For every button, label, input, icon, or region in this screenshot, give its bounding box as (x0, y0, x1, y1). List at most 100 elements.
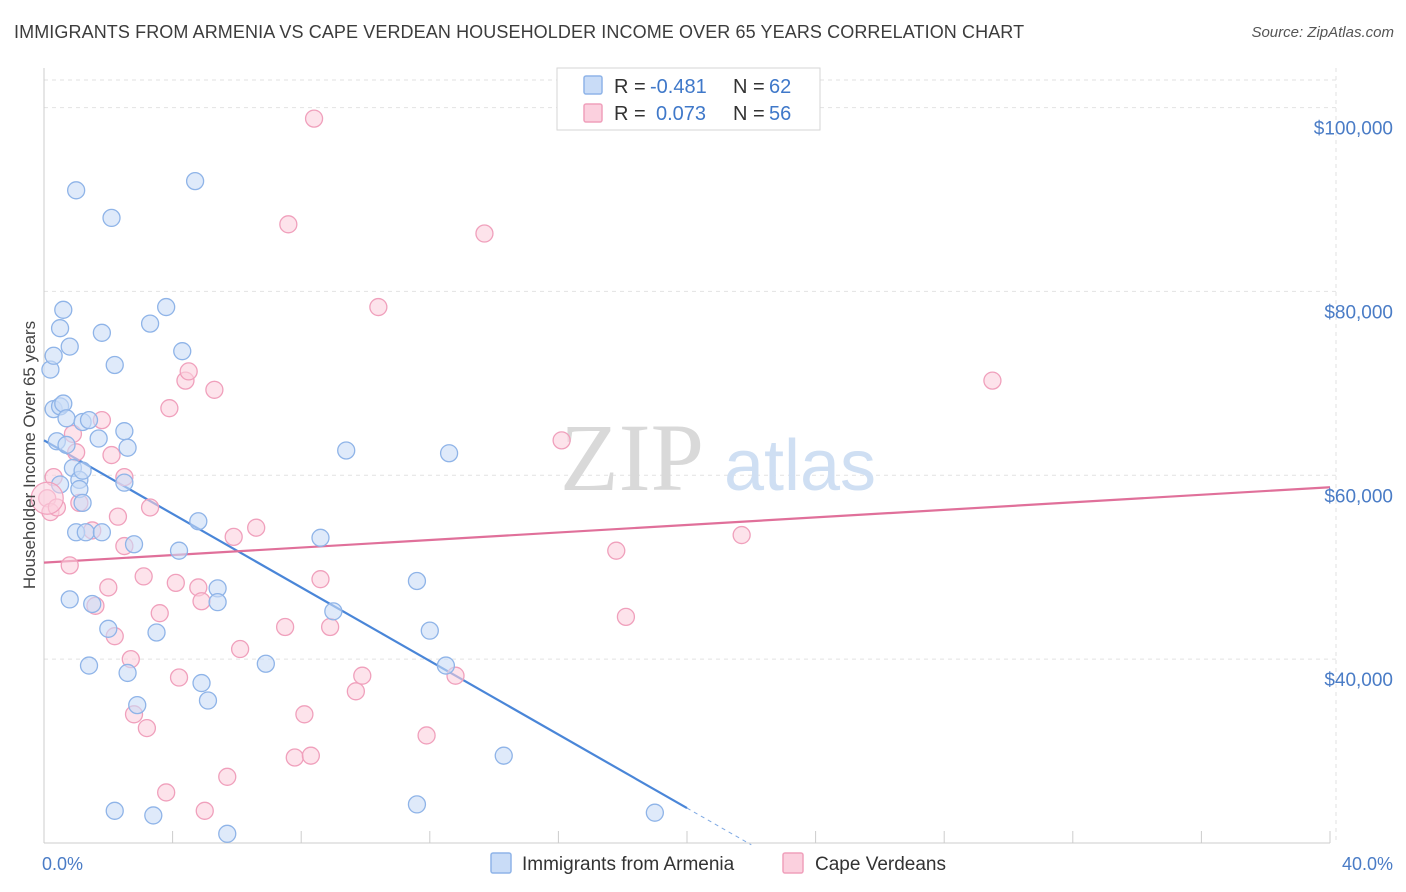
armenia-point-41 (157, 297, 176, 317)
armenia-point-23 (79, 410, 99, 430)
armenia-point-57 (420, 621, 439, 640)
armenia-point-25 (89, 429, 108, 448)
armenia-point-55 (407, 571, 427, 591)
armenia-point-56 (407, 795, 427, 814)
y-tick-labels: $40,000 $60,000 $80,000 $100,000 (1314, 119, 1393, 692)
cape-verdean-point-25 (166, 573, 185, 592)
armenia-point-21 (76, 523, 95, 542)
cape-verdean-point-36 (247, 518, 266, 537)
armenia-point-5 (50, 319, 70, 338)
armenia-point-9 (57, 435, 76, 455)
armenia-point-18 (73, 493, 92, 513)
armenia-point-58 (436, 656, 456, 675)
armenia-point-28 (99, 619, 118, 638)
armenia-point-40 (147, 623, 166, 642)
cape-verdean-point-39 (285, 748, 304, 767)
armenia-point-31 (105, 801, 124, 820)
armenia-point-50 (218, 824, 237, 843)
cape-verdean-point-48 (417, 726, 436, 745)
armenia-point-30 (105, 355, 124, 375)
armenia-point-24 (83, 594, 102, 614)
armenia-point-14 (67, 181, 86, 200)
armenia-point-59 (439, 444, 459, 463)
armenia-point-60 (494, 746, 513, 765)
cape-verdean-cluster-point (30, 481, 64, 515)
legend-r-label-armenia: R = (614, 76, 646, 98)
armenia-point-44 (185, 171, 205, 191)
armenia-point-11 (60, 590, 79, 609)
legend-n-label-cape-verdean: N = (733, 103, 765, 125)
cape-verdean-point-38 (279, 215, 298, 234)
cape-verdean-point-47 (369, 297, 388, 317)
armenia-point-29 (102, 208, 121, 228)
legend-swatch-cape-verdean (583, 103, 603, 123)
y-axis-label: Householder Income Over 65 years (20, 321, 39, 589)
cape-verdean-point-30 (192, 592, 211, 611)
armenia-point-8 (54, 394, 73, 413)
x-tick-labels: 0.0% 40.0% (42, 854, 1393, 874)
bottom-legend-swatch-cape-verdean (782, 852, 804, 874)
legend-r-value-armenia: -0.481 (650, 76, 707, 98)
armenia-point-53 (324, 602, 343, 621)
armenia-point-32 (115, 473, 134, 492)
y-tick-label-3: $100,000 (1314, 119, 1393, 140)
bottom-legend-label-cape-verdean: Cape Verdeans (815, 854, 946, 875)
cape-verdean-point-11 (99, 578, 118, 597)
armenia-point-52 (311, 528, 330, 547)
cape-verdean-point-46 (353, 666, 372, 685)
armenia-point-26 (92, 523, 112, 542)
legend-n-label-armenia: N = (733, 76, 765, 98)
cape-verdean-point-33 (218, 767, 237, 786)
cape-verdean-point-22 (150, 604, 169, 623)
watermark-atlas: atlas (724, 426, 876, 506)
cape-verdean-point-26 (169, 668, 189, 687)
armenia-point-43 (173, 342, 192, 361)
legend-swatch-armenia (583, 75, 603, 95)
bottom-legend-swatch-armenia (490, 852, 512, 874)
trend-line-1 (43, 486, 1331, 564)
cape-verdean-point-54 (732, 525, 751, 545)
cape-verdean-point-50 (475, 224, 494, 243)
cape-verdean-point-32 (205, 380, 224, 399)
armenia-point-54 (337, 441, 356, 460)
cape-verdean-point-21 (140, 498, 160, 517)
watermark: ZIP atlas (560, 404, 876, 511)
watermark-zip: ZIP (560, 404, 704, 511)
cape-verdean-point-20 (137, 718, 157, 738)
cape-verdean-point-40 (295, 705, 314, 724)
armenia-point-12 (60, 337, 79, 356)
cape-verdean-point-14 (108, 507, 128, 526)
armenia-point-35 (118, 663, 137, 683)
cape-verdean-point-53 (616, 607, 636, 627)
armenia-point-27 (92, 323, 112, 342)
armenia-point-34 (118, 438, 137, 457)
armenia-point-51 (256, 654, 275, 673)
cape-verdean-point-52 (607, 541, 626, 560)
cape-verdean-point-41 (301, 746, 320, 765)
armenia-point-47 (198, 691, 218, 710)
armenia-point-22 (79, 656, 99, 675)
cape-verdean-point-44 (320, 617, 340, 637)
cape-verdean-point-28 (179, 362, 198, 381)
y-tick-label-2: $80,000 (1324, 302, 1393, 323)
legend-r-value-cape-verdean: 0.073 (656, 103, 706, 125)
armenia-point-42 (169, 541, 189, 560)
armenia-point-2 (44, 346, 63, 365)
data-points (30, 109, 1002, 843)
armenia-point-33 (115, 422, 134, 441)
cape-verdean-point-43 (311, 570, 330, 589)
armenia-point-61 (645, 803, 664, 822)
y-tick-label-1: $60,000 (1324, 486, 1393, 507)
stats-legend: R = -0.481 N = 62 R = 0.073 N = 56 (556, 67, 821, 131)
trend-line-extension-0 (686, 807, 752, 846)
legend-n-value-cape-verdean: 56 (769, 103, 791, 125)
cape-verdean-point-31 (195, 801, 214, 820)
cape-verdean-point-19 (134, 567, 153, 586)
cape-verdean-point-37 (275, 617, 295, 637)
armenia-point-37 (128, 695, 147, 715)
cape-verdean-point-23 (157, 783, 176, 802)
cape-verdean-point-51 (552, 431, 571, 450)
armenia-point-38 (140, 314, 160, 333)
x-tick-label-0: 0.0% (42, 854, 83, 874)
